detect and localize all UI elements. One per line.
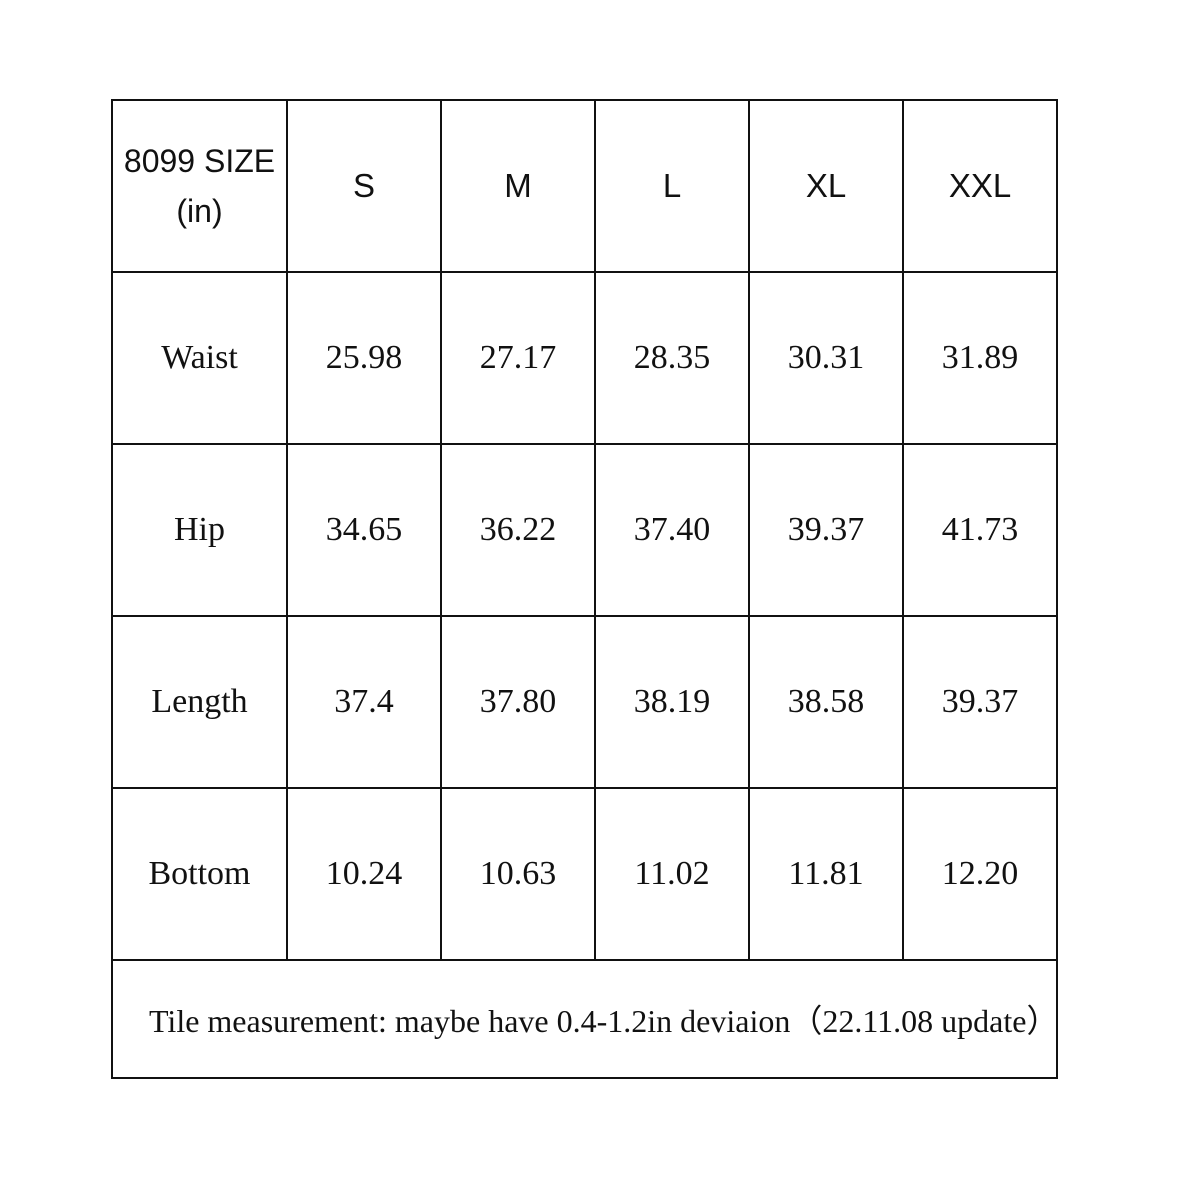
measurement-note: Tile measurement: maybe have 0.4-1.2in d…	[111, 959, 1058, 1079]
table-row: Bottom 10.24 10.63 11.02 11.81 12.20	[111, 787, 1058, 961]
row-label: Bottom	[111, 787, 288, 961]
table-cell: 11.81	[748, 787, 904, 961]
table-cell: 36.22	[440, 443, 596, 617]
table-cell: 10.63	[440, 787, 596, 961]
size-header: M	[440, 99, 596, 273]
table-cell: 37.4	[286, 615, 442, 789]
corner-title: 8099 SIZE	[123, 143, 276, 179]
row-label: Length	[111, 615, 288, 789]
table-cell: 37.80	[440, 615, 596, 789]
table-cell: 41.73	[902, 443, 1058, 617]
table-row: Waist 25.98 27.17 28.35 30.31 31.89	[111, 271, 1058, 445]
table-cell: 27.17	[440, 271, 596, 445]
table-cell: 28.35	[594, 271, 750, 445]
table-cell: 37.40	[594, 443, 750, 617]
table-cell: 30.31	[748, 271, 904, 445]
note-row: Tile measurement: maybe have 0.4-1.2in d…	[111, 959, 1058, 1079]
size-header: L	[594, 99, 750, 273]
table-cell: 39.37	[748, 443, 904, 617]
table-row: Hip 34.65 36.22 37.40 39.37 41.73	[111, 443, 1058, 617]
table-cell: 31.89	[902, 271, 1058, 445]
row-label: Waist	[111, 271, 288, 445]
corner-cell: 8099 SIZE (in)	[111, 99, 288, 273]
table-cell: 39.37	[902, 615, 1058, 789]
table-cell: 38.58	[748, 615, 904, 789]
header-row: 8099 SIZE (in) S M L XL XXL	[111, 99, 1058, 273]
size-chart-table: 8099 SIZE (in) S M L XL XXL Waist 25.98 …	[111, 99, 1058, 1079]
table-cell: 12.20	[902, 787, 1058, 961]
size-header: S	[286, 99, 442, 273]
table-cell: 38.19	[594, 615, 750, 789]
table-cell: 34.65	[286, 443, 442, 617]
table-cell: 25.98	[286, 271, 442, 445]
row-label: Hip	[111, 443, 288, 617]
table-cell: 10.24	[286, 787, 442, 961]
size-header: XXL	[902, 99, 1058, 273]
table-cell: 11.02	[594, 787, 750, 961]
table-row: Length 37.4 37.80 38.19 38.58 39.37	[111, 615, 1058, 789]
size-header: XL	[748, 99, 904, 273]
corner-unit: (in)	[176, 193, 223, 229]
